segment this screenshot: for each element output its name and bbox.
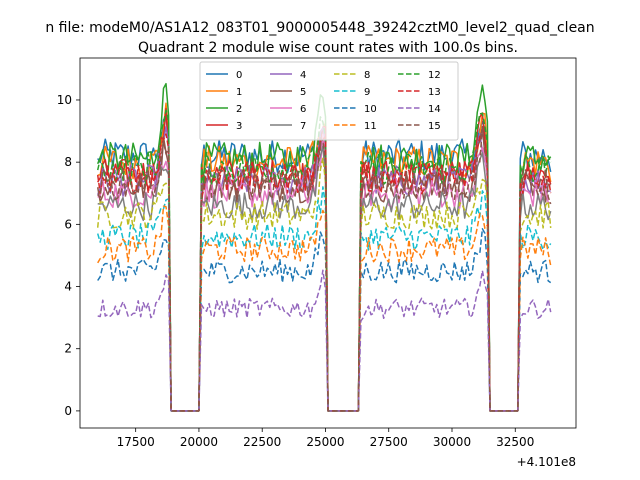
x-axis: 17500 20000 22500 25000 27500 30000 32500 [117, 428, 534, 449]
legend-label-10: 10 [364, 104, 377, 115]
legend-label-3: 3 [236, 121, 242, 132]
x-tick-label: 20000 [180, 435, 218, 449]
chart-title: Quadrant 2 module wise count rates with … [138, 40, 518, 56]
legend-label-4: 4 [300, 70, 306, 81]
legend-label-14: 14 [428, 104, 441, 115]
axes-frame [79, 57, 577, 429]
legend-label-9: 9 [364, 87, 370, 98]
y-tick-label: 2 [64, 342, 72, 356]
series-line-15 [97, 126, 552, 412]
y-tick-label: 8 [64, 155, 72, 169]
y-tick-label: 6 [64, 217, 72, 231]
series-line-14 [97, 269, 552, 412]
legend-label-12: 12 [428, 70, 441, 81]
series-line-11 [97, 205, 552, 412]
x-axis-offset-label: +4.101e8 [517, 455, 576, 469]
legend-box [199, 61, 459, 141]
series-line-10 [97, 228, 552, 412]
y-tick-label: 10 [57, 93, 72, 107]
legend-label-6: 6 [300, 104, 306, 115]
legend-label-7: 7 [300, 121, 306, 132]
y-tick-label: 4 [64, 280, 72, 294]
legend-label-1: 1 [236, 87, 242, 98]
x-tick-label: 32500 [496, 435, 534, 449]
y-axis: 0 2 4 6 8 10 [57, 93, 80, 418]
legend-label-13: 13 [428, 87, 441, 98]
legend-label-2: 2 [236, 104, 242, 115]
figure-suptitle: n file: modeM0/AS1A12_083T01_9000005448_… [45, 20, 594, 36]
legend-label-8: 8 [364, 70, 370, 81]
x-tick-label: 25000 [306, 435, 344, 449]
y-tick-label: 0 [64, 404, 72, 418]
x-tick-label: 30000 [433, 435, 471, 449]
legend-label-15: 15 [428, 121, 441, 132]
legend-label-5: 5 [300, 87, 306, 98]
x-tick-label: 27500 [370, 435, 408, 449]
legend-label-11: 11 [364, 121, 377, 132]
x-tick-label: 22500 [243, 435, 281, 449]
legend-label-0: 0 [236, 70, 242, 81]
x-tick-label: 17500 [117, 435, 155, 449]
